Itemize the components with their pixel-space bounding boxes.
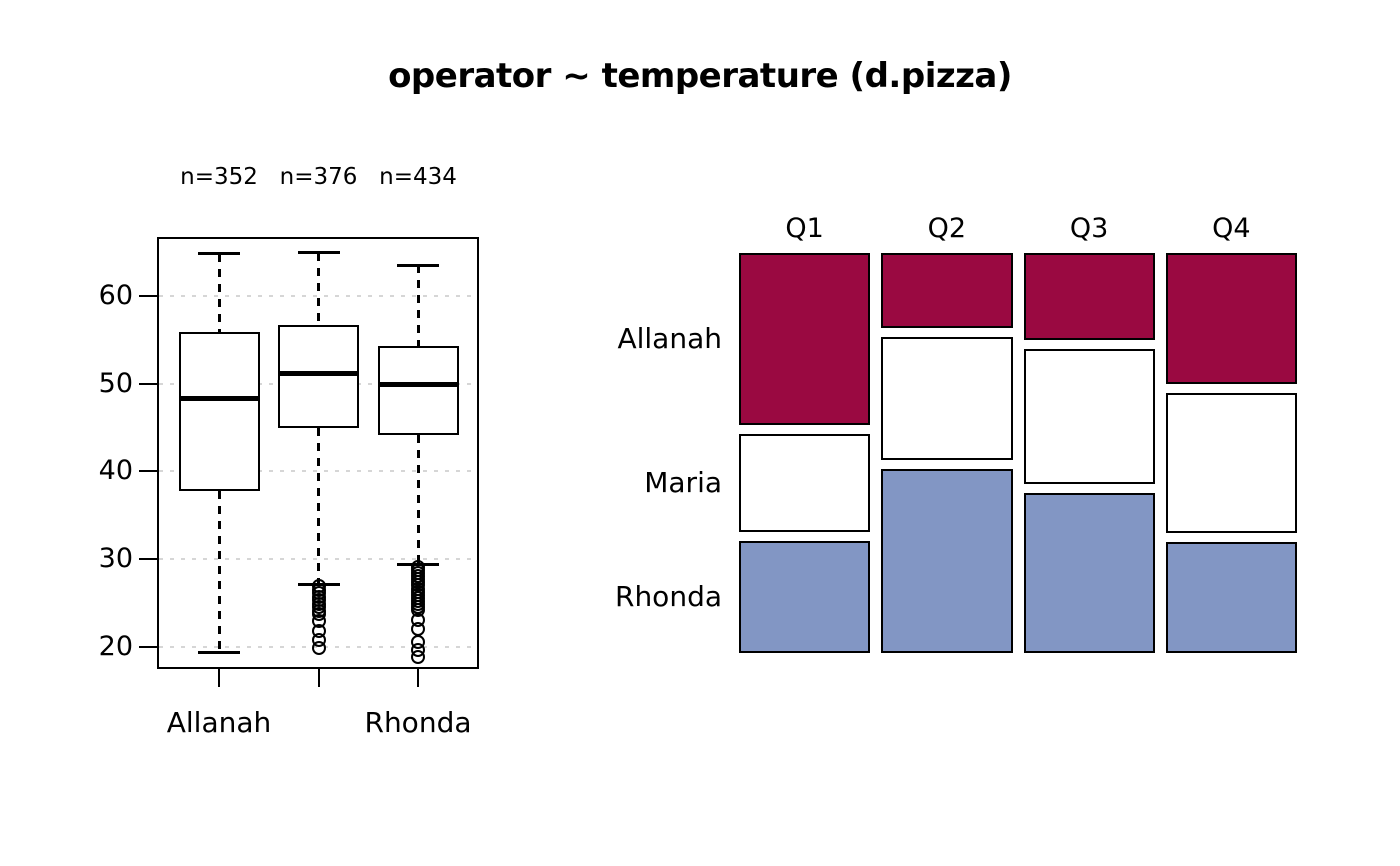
mosaic-column-label: Q4 — [1212, 213, 1251, 244]
mosaic-cell — [881, 468, 1013, 653]
boxplot-panel: 20 30 40 50 60 n=352 Allanah n=376 n=434 Rhonda — [98, 164, 479, 739]
boxplot-count-label: n=376 — [279, 164, 358, 190]
boxplot-x-axis-label: Rhonda — [364, 706, 472, 739]
boxplot-y-tick — [139, 470, 157, 473]
mosaic-row-label: Rhonda — [614, 580, 722, 614]
mosaic-cell — [1165, 253, 1297, 385]
boxplot-x-tick — [417, 669, 419, 687]
boxplot-lower-whisker — [217, 490, 221, 653]
boxplot-y-tick — [139, 382, 157, 385]
mosaic-cell — [739, 541, 871, 653]
mosaic-cell — [1023, 492, 1155, 653]
boxplot-upper-cap — [198, 252, 240, 256]
mosaic-cell — [1023, 349, 1155, 484]
boxplot-median-line — [178, 396, 260, 402]
mosaic-cell — [881, 336, 1013, 460]
boxplot-frame — [157, 237, 479, 669]
boxplot-y-tick-label: 50 — [98, 367, 133, 399]
boxplot-upper-whisker — [317, 252, 320, 325]
boxplot-x-tick — [218, 669, 220, 687]
boxplot-x-tick — [317, 669, 320, 687]
boxplot-y-tick — [139, 294, 157, 297]
boxplot-upper-cap — [397, 263, 439, 267]
mosaic-column-label: Q2 — [927, 213, 967, 244]
boxplot-y-tick-label: 20 — [98, 630, 133, 662]
boxplot-y-tick-label: 40 — [98, 455, 133, 487]
mosaic-cell — [1023, 253, 1155, 341]
boxplot-outlier-point — [311, 640, 326, 655]
boxplot-box — [278, 324, 359, 429]
mosaic-row-label: Allanah — [617, 322, 722, 356]
boxplot-count-label: n=434 — [379, 164, 457, 190]
mosaic-column-label: Q1 — [785, 213, 824, 244]
mosaic-cell — [881, 253, 1013, 328]
boxplot-box — [377, 345, 459, 435]
mosaic-cell — [739, 253, 871, 426]
boxplot-upper-whisker — [416, 265, 420, 346]
mosaic-cell — [1165, 541, 1297, 653]
boxplot-count-label: n=352 — [180, 164, 258, 190]
boxplot-median-line — [377, 382, 459, 388]
boxplot-median-line — [278, 370, 359, 376]
boxplot-lower-whisker — [416, 434, 420, 565]
boxplot-outlier-point — [411, 649, 425, 664]
boxplot-y-tick — [139, 558, 157, 561]
mosaic-cell — [1165, 393, 1297, 533]
mosaic-column-label: Q3 — [1069, 213, 1109, 244]
mosaic-row-label: Maria — [644, 466, 722, 500]
mosaic-cell — [739, 434, 871, 533]
boxplot-y-tick-label: 60 — [98, 279, 133, 311]
boxplot-box — [178, 331, 260, 491]
boxplot-y-tick — [139, 645, 157, 648]
boxplot-upper-whisker — [217, 253, 221, 332]
boxplot-lower-whisker — [317, 428, 320, 585]
boxplot-x-axis-label: Allanah — [166, 706, 272, 739]
plot-title: operator ~ temperature (d.pizza) — [388, 56, 1012, 96]
boxplot-lower-cap — [198, 650, 240, 654]
boxplot-upper-cap — [297, 251, 340, 255]
boxplot-y-tick-label: 30 — [98, 543, 133, 575]
